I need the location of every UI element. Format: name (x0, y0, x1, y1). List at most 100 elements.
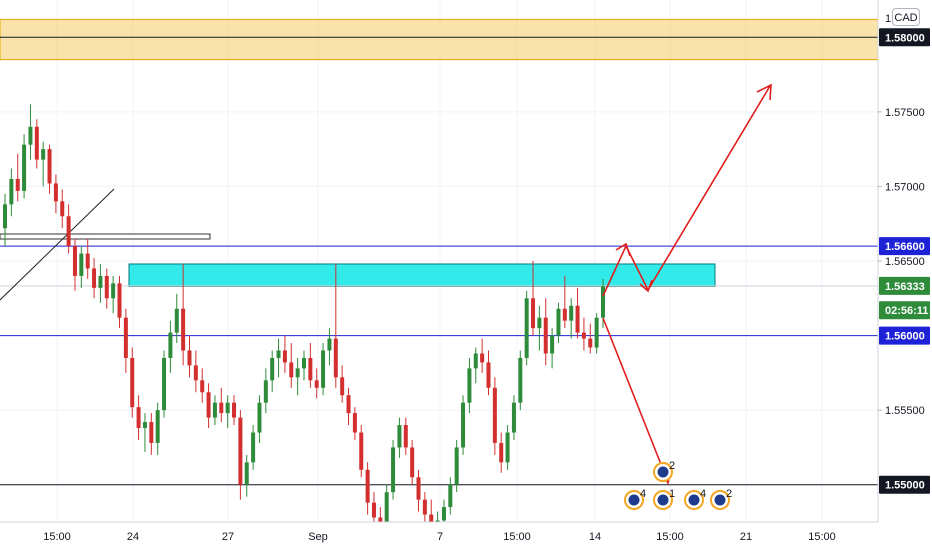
event-count: 2 (669, 460, 675, 472)
level-155000-text: 1.55000 (885, 480, 925, 492)
event-count: 1 (669, 488, 675, 500)
candle-body (34, 126, 39, 160)
time-tick-label: 15:00 (656, 531, 684, 543)
event-icon-1: 4 (624, 488, 646, 510)
arrowhead-2 (639, 279, 653, 293)
flag-icon (657, 466, 669, 478)
price-tick-top: 1 (885, 13, 891, 25)
candle-body (295, 368, 300, 378)
candle-body (499, 442, 504, 463)
time-tick-label: 21 (740, 531, 752, 543)
time-tick-label: Sep (308, 531, 328, 543)
event-count: 4 (700, 488, 706, 500)
bullish-projection-arrow (602, 85, 771, 297)
candle-body (410, 447, 415, 478)
candle-body (92, 268, 97, 288)
candle-body (543, 317, 548, 354)
flag-icon (714, 494, 726, 506)
candle-body (123, 317, 128, 358)
time-tick-label: 7 (437, 531, 443, 543)
candle-body (340, 377, 345, 396)
resistance-zone (0, 18, 879, 61)
candle-body (28, 126, 33, 145)
event-icon-2: 2 (653, 460, 675, 482)
candle-body (53, 183, 58, 202)
candle-body (244, 462, 249, 485)
level-158000-text: 1.58000 (885, 32, 925, 44)
candle-body (531, 298, 536, 329)
candle-body (238, 417, 243, 485)
candle-body (333, 338, 338, 378)
candle-body (263, 380, 268, 403)
candle-body (359, 432, 364, 470)
event-icon-4: 4 (684, 488, 706, 510)
candle-body (346, 395, 351, 414)
candle-body (391, 447, 396, 493)
candle-body (117, 283, 122, 318)
candle-body (365, 469, 370, 503)
level-156600-text: 1.56600 (885, 241, 925, 253)
candle-body (505, 432, 510, 463)
flag-icon (688, 494, 700, 506)
level-156000-text: 1.56000 (885, 331, 925, 343)
candle-body (251, 432, 256, 463)
price-tick-label: 1.56500 (885, 256, 925, 268)
level-158000-label (879, 28, 930, 47)
time-tick-label: 15:00 (43, 531, 71, 543)
last-price-label (879, 276, 930, 295)
candle-body (155, 410, 160, 443)
candle-body (104, 275, 109, 299)
event-icon-3: 1 (653, 488, 675, 510)
level-156000-label (879, 326, 930, 345)
candle-body (492, 387, 497, 443)
candle-body (416, 477, 421, 500)
candle-body (181, 308, 186, 351)
candle-body (142, 422, 147, 429)
candle-body (594, 317, 599, 348)
last-price-text: 1.56333 (885, 281, 925, 293)
candle-body (85, 253, 90, 269)
support-zone (128, 263, 716, 287)
candle-body (486, 362, 491, 388)
candle-body (441, 507, 446, 521)
candle-body (232, 402, 237, 418)
candle-body (15, 178, 20, 191)
candle-body (257, 402, 262, 433)
candle-body (601, 286, 605, 318)
candle-body (66, 216, 71, 247)
candle-body (212, 402, 217, 418)
candle-body (403, 425, 408, 448)
candle-body (72, 246, 77, 276)
candle-body (384, 492, 389, 533)
candle-body (448, 484, 453, 508)
candle-body (308, 357, 313, 381)
candle-body (276, 350, 281, 358)
candle-body (556, 308, 561, 336)
candle-body (537, 317, 542, 329)
time-tick-label: 24 (127, 531, 139, 543)
candle-body (3, 204, 7, 229)
candle-body (60, 201, 65, 217)
candle-body (149, 422, 154, 443)
candle-body (130, 357, 135, 408)
currency-badge[interactable]: CAD (892, 8, 920, 26)
candle-body (422, 499, 427, 515)
time-tick-label: 14 (589, 531, 601, 543)
candle-body (461, 402, 466, 448)
candles-group (3, 104, 605, 545)
candle-body (473, 353, 478, 369)
arrowhead-3 (756, 83, 772, 101)
candle-body (588, 338, 593, 348)
candle-body (168, 332, 173, 358)
candle-body (282, 350, 287, 363)
candle-body (518, 357, 523, 403)
candle-body (575, 305, 580, 333)
candle-body (47, 149, 52, 184)
candle-body (321, 350, 326, 388)
candle-body (454, 447, 459, 485)
candle-body (569, 305, 574, 321)
candle-body (136, 407, 141, 429)
candle-body (550, 335, 555, 354)
candle-body (270, 357, 275, 381)
